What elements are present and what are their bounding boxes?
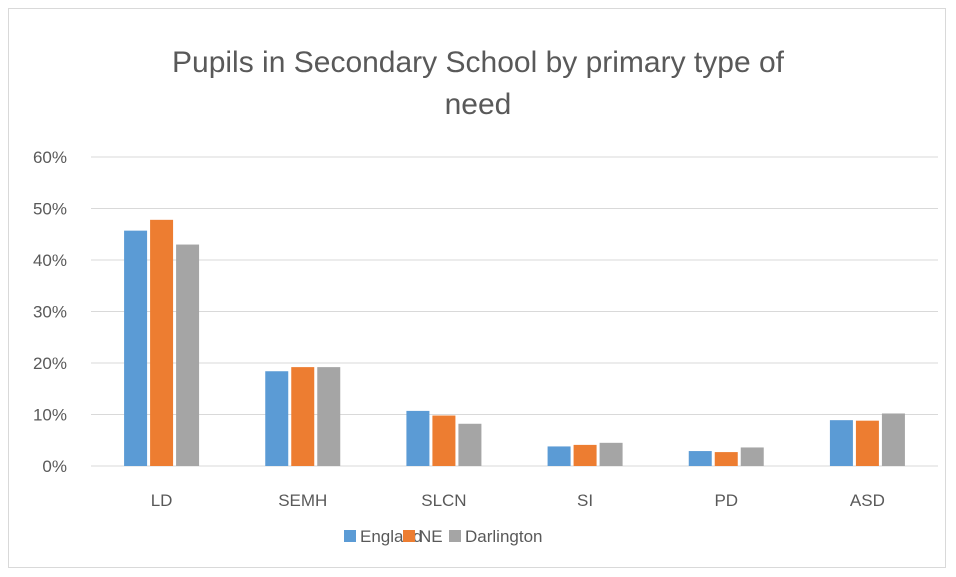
bars [124,219,905,466]
x-axis-tick-labels: LD SEMH SLCN SI PD ASD [151,491,885,510]
bar-england-asd [829,420,853,466]
x-tick-label-semh: SEMH [278,491,327,510]
y-tick-label: 20% [33,354,67,373]
legend-label-ne: NE [419,527,443,546]
x-tick-label-si: SI [577,491,593,510]
x-tick-label-ld: LD [151,491,173,510]
legend-swatch-england [344,530,356,542]
bar-england-ld [124,230,148,466]
y-tick-label: 0% [42,457,67,476]
bar-ne-ld [150,219,174,466]
x-tick-label-pd: PD [714,491,738,510]
bar-ne-slcn [432,415,456,466]
y-tick-label: 10% [33,406,67,425]
bar-ne-si [573,444,597,466]
y-axis-tick-labels: 0% 10% 20% 30% 40% 50% 60% [33,148,67,476]
chart-title: Pupils in Secondary School by primary ty… [172,46,785,121]
bar-darlington-ld [176,244,200,466]
bar-chart: Pupils in Secondary School by primary ty… [33,46,938,546]
bar-england-pd [688,451,712,466]
y-tick-label: 30% [33,303,67,322]
y-tick-label: 50% [33,200,67,219]
legend-swatch-ne [403,530,415,542]
bar-darlington-slcn [458,423,482,466]
bar-england-si [547,446,571,466]
x-tick-label-asd: ASD [850,491,885,510]
legend-label-darlington: Darlington [465,527,543,546]
bar-darlington-pd [740,447,764,466]
bar-darlington-si [599,442,623,466]
legend-swatch-darlington [449,530,461,542]
chart-title-line-1: Pupils in Secondary School by primary ty… [172,46,785,79]
bar-england-semh [265,371,289,466]
y-tick-label: 40% [33,251,67,270]
bar-darlington-asd [881,413,905,466]
bar-ne-asd [855,420,879,466]
x-tick-label-slcn: SLCN [421,491,466,510]
bar-ne-pd [714,452,738,466]
gridlines [91,156,938,467]
bar-ne-semh [291,367,315,466]
chart-title-line-2: need [445,88,512,121]
chart-frame: Pupils in Secondary School by primary ty… [8,8,946,568]
y-tick-label: 60% [33,148,67,167]
bar-england-slcn [406,410,430,466]
bar-darlington-semh [317,367,341,466]
